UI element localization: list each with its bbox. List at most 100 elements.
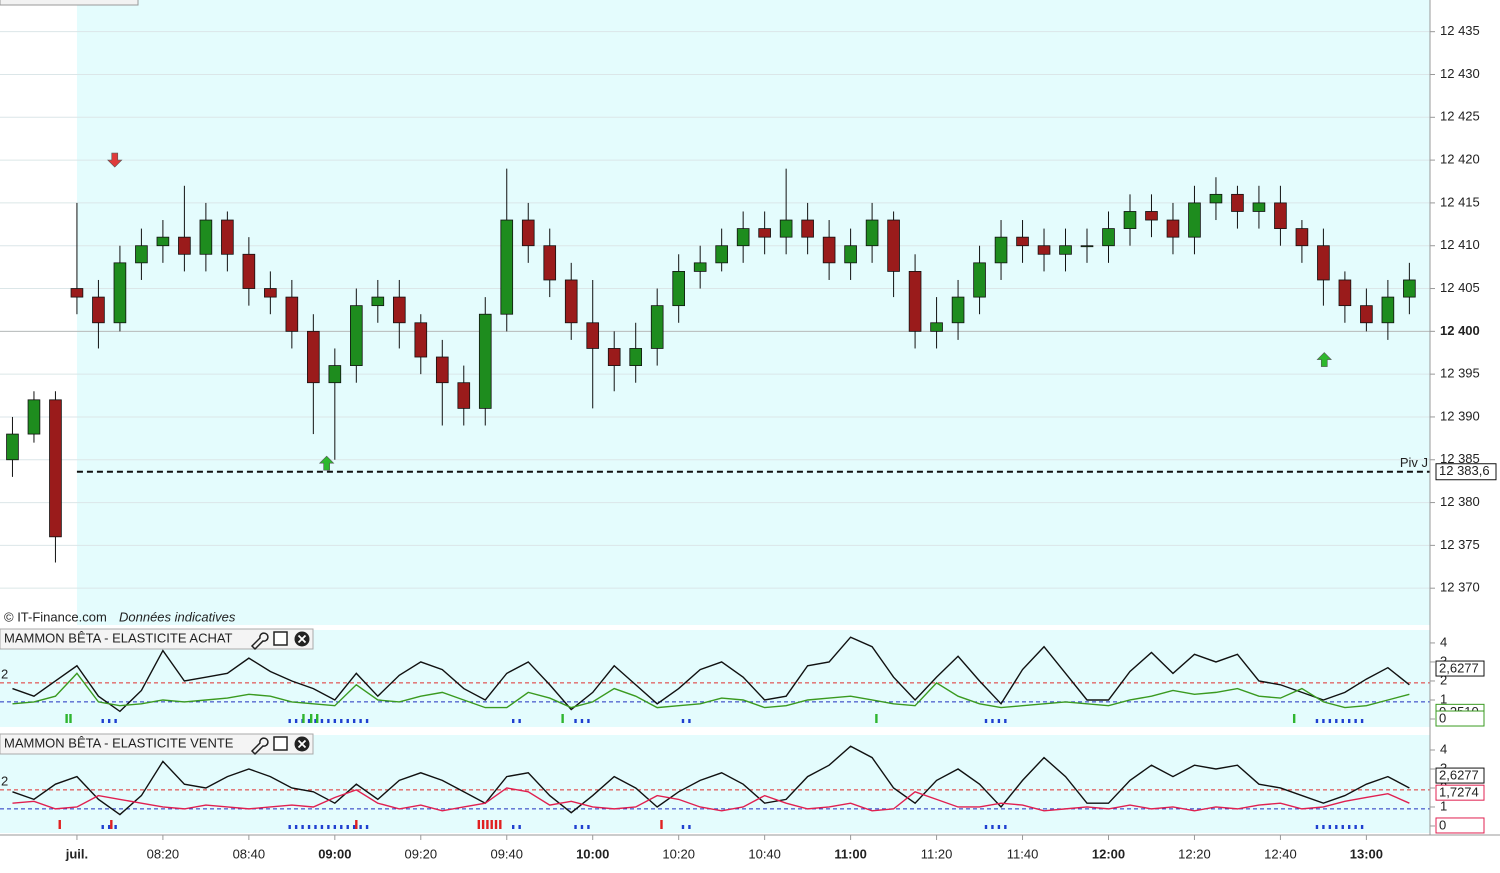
candle-body — [135, 245, 148, 264]
signal-tick — [660, 820, 663, 829]
close-icon-cross[interactable] — [297, 739, 307, 749]
signal-tick — [681, 825, 685, 829]
signal-tick — [307, 719, 311, 723]
signal-tick — [288, 825, 291, 829]
signal-tick — [1315, 825, 1319, 829]
indicator-line — [12, 787, 1410, 812]
candle-body — [908, 271, 922, 332]
candle-body — [49, 399, 62, 538]
candle-body — [736, 228, 750, 247]
close-icon-cross[interactable] — [297, 634, 307, 644]
value-tag-label: 0 — [1439, 710, 1446, 725]
signal-tick — [114, 825, 117, 829]
signal-tick — [1335, 825, 1338, 829]
candle-body — [521, 219, 535, 247]
window-icon[interactable] — [273, 736, 288, 751]
x-tick-label: 10:00 — [576, 846, 609, 861]
y-tick-label: 12 385 — [1440, 451, 1480, 466]
signal-tick — [340, 825, 343, 829]
toolbar[interactable] — [0, 0, 139, 6]
signal-tick — [1354, 719, 1357, 723]
y-tick-label: 4 — [1440, 634, 1447, 649]
value-tag-label: 2,6277 — [1439, 660, 1479, 675]
signal-tick — [1360, 825, 1364, 829]
candle-body — [1102, 228, 1115, 247]
x-tick-label: 13:00 — [1350, 846, 1383, 861]
window-icon[interactable] — [273, 631, 288, 646]
signal-tick — [101, 719, 104, 723]
signal-tick — [997, 825, 1001, 829]
candle-body — [457, 382, 471, 409]
x-tick-label: 12:00 — [1092, 846, 1125, 861]
signal-tick — [69, 714, 72, 723]
candle-body — [285, 296, 299, 332]
x-tick-label: 09:20 — [405, 846, 438, 861]
value-tag — [1435, 767, 1485, 784]
signal-tick — [580, 719, 584, 723]
signal-tick — [294, 719, 298, 723]
panel-title: MAMMON BÊTA - ELASTICITE ACHAT — [4, 630, 233, 645]
signal-tick — [327, 825, 330, 829]
signal-arrow — [1316, 352, 1332, 367]
signal-tick — [587, 825, 590, 829]
x-tick-label: juil. — [65, 846, 88, 861]
candle-body — [92, 296, 105, 324]
signal-tick — [991, 825, 994, 829]
candle-body — [715, 245, 728, 264]
candle-body — [392, 296, 406, 324]
signal-arrow — [318, 455, 335, 471]
x-tick-label: 12:40 — [1264, 846, 1297, 861]
candle-body — [478, 313, 492, 409]
candle-body — [607, 348, 621, 366]
y-tick-label: 12 425 — [1440, 109, 1480, 124]
value-tag-label: 2,6277 — [1439, 768, 1479, 783]
value-tag — [1435, 710, 1485, 727]
signal-tick — [333, 719, 337, 723]
y-tick-label: 12 420 — [1440, 152, 1480, 167]
signal-tick — [1347, 825, 1351, 829]
signal-tick — [481, 820, 485, 829]
value-tag — [1435, 784, 1485, 801]
y-tick-label: 12 380 — [1440, 494, 1480, 509]
candle-body — [650, 305, 664, 349]
value-tag — [1435, 660, 1485, 677]
signal-tick — [294, 825, 298, 829]
candle-body — [242, 253, 256, 289]
panel-header — [0, 733, 314, 755]
signal-tick — [307, 825, 311, 829]
candle-body — [307, 330, 320, 384]
signal-tick — [875, 714, 878, 723]
candle-body — [693, 262, 707, 272]
signal-tick — [688, 719, 691, 723]
x-tick-label: 09:00 — [318, 846, 351, 861]
signal-tick — [1322, 719, 1325, 723]
signal-tick — [574, 719, 577, 723]
signal-tick — [333, 825, 337, 829]
signal-tick — [327, 719, 330, 723]
signal-tick — [486, 820, 489, 829]
signal-tick — [302, 714, 305, 723]
pivot-tag-label: 12 383,6 — [1439, 463, 1490, 478]
signal-tick — [587, 719, 590, 723]
signal-tick — [314, 719, 317, 723]
settings-icon[interactable] — [250, 737, 269, 756]
signal-arrow — [107, 152, 123, 168]
indicator-line — [12, 745, 1410, 816]
candle-body — [672, 271, 685, 307]
signal-tick — [518, 825, 521, 829]
signal-tick — [997, 719, 1001, 723]
candle-body — [113, 262, 127, 324]
candle-body — [1338, 279, 1352, 307]
y-tick-label: 2 — [1440, 672, 1447, 687]
signal-tick — [1341, 825, 1344, 829]
signal-tick — [301, 825, 304, 829]
candle-body — [1016, 236, 1029, 247]
signal-tick — [365, 825, 369, 829]
candle-body — [371, 296, 385, 307]
x-tick-label: 08:20 — [147, 846, 180, 861]
settings-icon[interactable] — [250, 632, 269, 651]
left-label: 2 — [1, 666, 8, 681]
